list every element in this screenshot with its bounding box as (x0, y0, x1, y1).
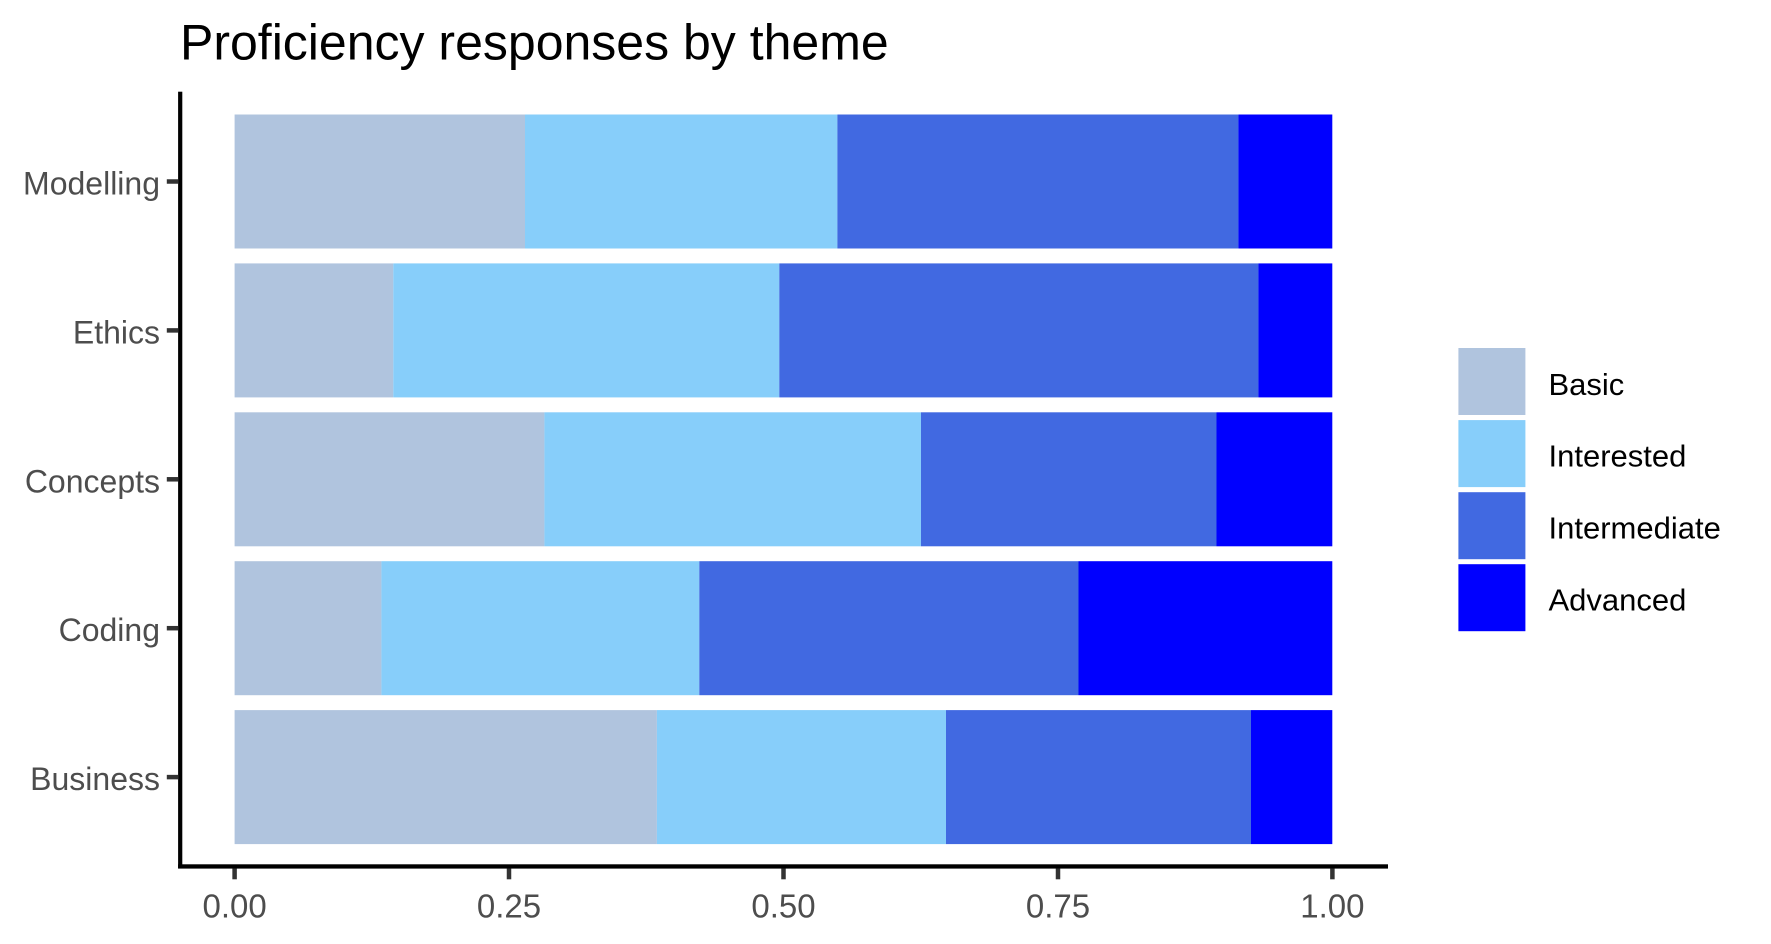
svg-text:0.75: 0.75 (1026, 888, 1090, 925)
svg-text:Interested: Interested (1549, 439, 1687, 474)
svg-text:Concepts: Concepts (25, 463, 160, 499)
svg-text:Basic: Basic (1549, 367, 1625, 402)
svg-text:1.00: 1.00 (1300, 888, 1364, 925)
svg-text:0.50: 0.50 (751, 888, 815, 925)
svg-text:Ethics: Ethics (73, 314, 160, 350)
svg-text:Advanced: Advanced (1549, 583, 1687, 618)
svg-text:0.25: 0.25 (477, 888, 541, 925)
svg-text:Coding: Coding (59, 612, 160, 648)
svg-text:Modelling: Modelling (23, 166, 160, 202)
svg-text:Business: Business (30, 761, 160, 797)
svg-text:Proficiency responses by theme: Proficiency responses by theme (180, 15, 889, 71)
svg-text:0.00: 0.00 (202, 888, 266, 925)
svg-text:Intermediate: Intermediate (1549, 511, 1721, 546)
